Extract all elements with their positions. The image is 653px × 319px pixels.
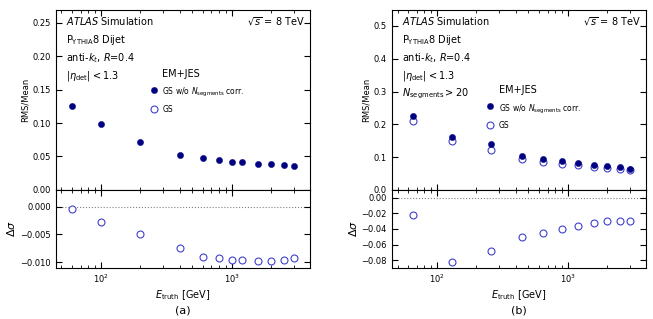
- Text: EM+JES: EM+JES: [163, 69, 200, 79]
- Text: P$_{\rm YTHIA}$8 Dijet: P$_{\rm YTHIA}$8 Dijet: [66, 33, 126, 47]
- Text: $\bf{\it{ATLAS}}$ Simulation: $\bf{\it{ATLAS}}$ Simulation: [66, 15, 153, 27]
- Text: (a): (a): [175, 306, 191, 316]
- Text: $|\eta_{\rm det}|<1.3$: $|\eta_{\rm det}|<1.3$: [66, 69, 119, 83]
- Text: anti-$k_{t}$, $R$=0.4: anti-$k_{t}$, $R$=0.4: [66, 51, 135, 65]
- Text: EM+JES: EM+JES: [499, 85, 537, 95]
- Text: $\bf{\it{ATLAS}}$ Simulation: $\bf{\it{ATLAS}}$ Simulation: [402, 15, 490, 27]
- X-axis label: $E_{\rm truth}$ [GeV]: $E_{\rm truth}$ [GeV]: [155, 288, 210, 302]
- Text: anti-$k_{t}$, $R$=0.4: anti-$k_{t}$, $R$=0.4: [402, 51, 471, 65]
- Text: GS: GS: [163, 105, 173, 114]
- Text: $N_{\rm segments}>20$: $N_{\rm segments}>20$: [402, 87, 469, 101]
- X-axis label: $E_{\rm truth}$ [GeV]: $E_{\rm truth}$ [GeV]: [492, 288, 547, 302]
- Text: GS w/o $N_{\rm segments}$ corr.: GS w/o $N_{\rm segments}$ corr.: [163, 86, 245, 99]
- Text: $\sqrt{s}$ = 8 TeV: $\sqrt{s}$ = 8 TeV: [583, 15, 641, 27]
- Text: GS: GS: [499, 121, 509, 130]
- Y-axis label: $\Delta\sigma$: $\Delta\sigma$: [347, 220, 358, 237]
- Text: (b): (b): [511, 306, 527, 316]
- Y-axis label: RMS/Mean: RMS/Mean: [362, 78, 371, 122]
- Y-axis label: RMS/Mean: RMS/Mean: [20, 78, 29, 122]
- Text: $\sqrt{s}$ = 8 TeV: $\sqrt{s}$ = 8 TeV: [247, 15, 305, 27]
- Text: $|\eta_{\rm det}|<1.3$: $|\eta_{\rm det}|<1.3$: [402, 69, 455, 83]
- Y-axis label: $\Delta\sigma$: $\Delta\sigma$: [5, 220, 17, 237]
- Text: GS w/o $N_{\rm segments}$ corr.: GS w/o $N_{\rm segments}$ corr.: [499, 102, 581, 115]
- Text: P$_{\rm YTHIA}$8 Dijet: P$_{\rm YTHIA}$8 Dijet: [402, 33, 462, 47]
